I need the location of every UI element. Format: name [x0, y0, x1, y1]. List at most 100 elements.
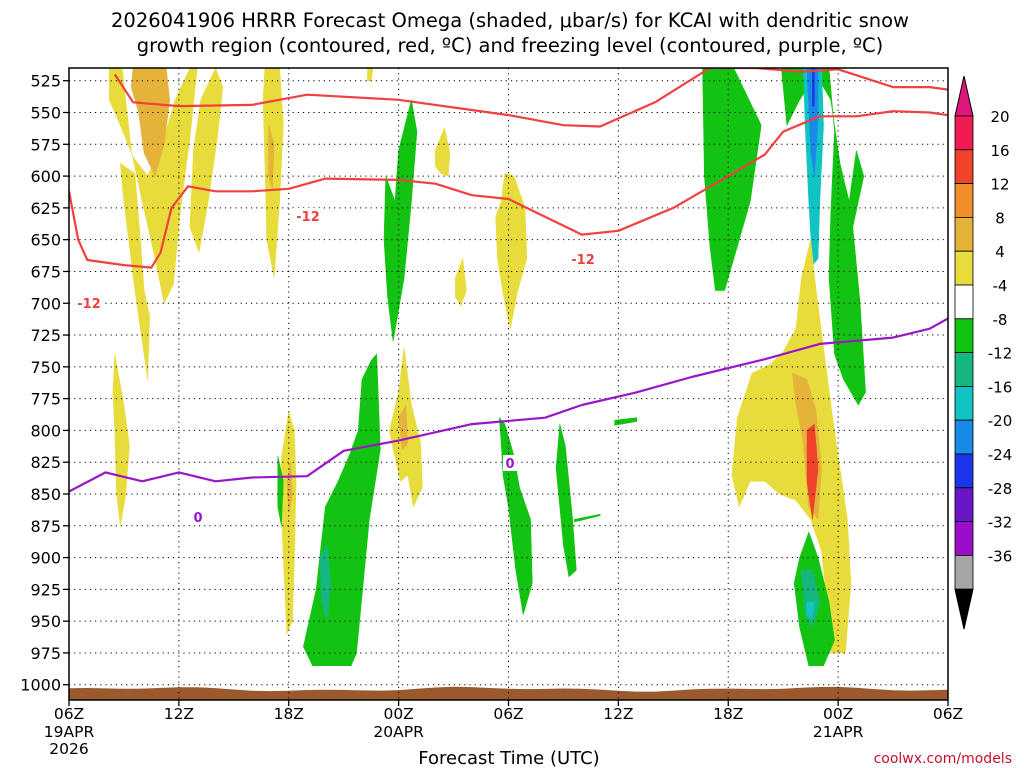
omega-region-22	[614, 417, 638, 426]
freezing-label-1: 0	[191, 509, 205, 526]
y-tick-label-975: 975	[30, 644, 61, 663]
colorbar-label-8: -16	[988, 378, 1013, 396]
omega-region-20	[555, 424, 577, 578]
y-tick-label-625: 625	[30, 199, 61, 218]
freezing-label-text-1: 0	[193, 511, 202, 526]
y-tick-label-550: 550	[30, 104, 61, 123]
x-tick-label-7: 00Z	[823, 705, 853, 723]
y-tick-label-525: 525	[30, 72, 61, 91]
colorbar-swatch-2	[954, 183, 974, 218]
omega-region-26	[806, 68, 819, 177]
dgz-label-1: -12	[74, 295, 104, 312]
omega-region-16	[319, 543, 332, 622]
y-tick-label-875: 875	[30, 517, 61, 536]
colorbar-bottom-arrow	[954, 588, 974, 630]
omega-region-30	[806, 423, 819, 520]
omega-region-7	[434, 126, 451, 177]
colorbar-label-7: -12	[988, 345, 1013, 363]
colorbar-label-11: -28	[988, 480, 1013, 498]
y-tick-label-575: 575	[30, 135, 61, 154]
colorbar-swatch-5	[954, 284, 974, 320]
omega-region-9	[495, 173, 528, 329]
x-tick-label-4: 06Z	[493, 705, 523, 723]
chart-title-line-2: growth region (contoured, red, ºC) and f…	[137, 34, 884, 57]
colorbar-swatch-10	[954, 453, 974, 489]
colorbar-label-10: -24	[988, 446, 1013, 464]
omega-region-27	[812, 68, 815, 107]
y-tick-label-600: 600	[30, 167, 61, 186]
x-tick-date-7: 21APR	[813, 723, 864, 741]
y-tick-label-675: 675	[30, 262, 61, 281]
x-tick-label-8: 06Z	[933, 705, 963, 723]
dgz-label-3: -12	[568, 251, 598, 268]
omega-region-2	[119, 162, 150, 380]
omega-region-10	[383, 99, 418, 342]
colorbar-label-0: 20	[990, 108, 1009, 126]
omega-region-3	[189, 68, 224, 254]
omega-region-8	[455, 258, 467, 307]
colorbar-swatch-9	[954, 419, 974, 455]
colorbar-label-6: -8	[993, 311, 1008, 329]
y-tick-label-900: 900	[30, 549, 61, 568]
colorbar-swatch-8	[954, 385, 974, 421]
dgz-bottom-contour	[69, 110, 948, 269]
x-tick-label-0: 06Z	[54, 705, 84, 723]
x-tick-label-6: 18Z	[713, 705, 743, 723]
omega-region-21	[574, 513, 601, 523]
x-tick-label-5: 12Z	[603, 705, 633, 723]
y-tick-label-775: 775	[30, 390, 61, 409]
colorbar-label-1: 16	[990, 142, 1009, 160]
colorbar-top-arrow	[954, 75, 974, 117]
freezing-label-2: 0	[503, 455, 517, 472]
terrain-layer	[69, 686, 948, 700]
y-tick-label-925: 925	[30, 580, 61, 599]
x-tick-label-1: 12Z	[164, 705, 194, 723]
omega-region-5	[268, 125, 275, 189]
chart-title-line-1: 2026041906 HRRR Forecast Omega (shaded, …	[111, 9, 909, 32]
x-tick-date-0: 19APR	[44, 723, 95, 741]
x-tick-date-3: 20APR	[373, 723, 424, 741]
freezing-label-text-2: 0	[505, 457, 514, 472]
colorbar-label-3: 8	[995, 209, 1005, 227]
colorbar-swatch-11	[954, 487, 974, 522]
colorbar-swatch-7	[954, 352, 974, 387]
dgz-label-2: -12	[293, 208, 323, 225]
omega-region-12	[281, 411, 297, 635]
credit-text: coolwx.com/models	[874, 751, 1012, 767]
colorbar-label-12: -32	[988, 514, 1013, 532]
contour-label-layer: -12 -12 -12 0 0	[74, 208, 598, 526]
omega-region-1	[130, 68, 171, 177]
y-tick-label-825: 825	[30, 453, 61, 472]
omega-region-11	[112, 354, 130, 526]
colorbar-swatch-6	[954, 318, 974, 353]
y-tick-label-650: 650	[30, 231, 61, 250]
y-tick-label-950: 950	[30, 612, 61, 631]
dgz-top-contour	[113, 68, 948, 128]
omega-region-32	[801, 569, 821, 629]
y-axis: 525 550 575 600 625 650 675 700 725 750 775 800 825 8…	[20, 72, 69, 695]
grid-layer	[69, 68, 948, 700]
colorbar-swatch-3	[954, 216, 974, 252]
y-tick-label-750: 750	[30, 358, 61, 377]
dgz-label-text-1: -12	[77, 297, 101, 312]
omega-region-33	[806, 601, 815, 620]
contour-layer	[69, 68, 948, 493]
omega-region-14	[277, 455, 284, 526]
y-tick-label-1000: 1000	[20, 676, 61, 695]
plot-area: -12 -12 -12 0 0 525 550 575 600 625 650 675 700…	[20, 67, 963, 758]
x-tick-label-3: 00Z	[383, 705, 413, 723]
colorbar-swatch-1	[954, 149, 974, 185]
dgz-label-text-3: -12	[571, 253, 595, 268]
colorbar-label-4: 4	[995, 243, 1005, 261]
colorbar: 20 16 12 8 4 -4 -8 -12 -16 -20 -24 -28 -32 -36	[954, 75, 1013, 630]
colorbar-swatch-4	[954, 250, 974, 286]
x-tick-label-2: 18Z	[274, 705, 304, 723]
colorbar-swatch-12	[954, 521, 974, 556]
x-tick-year-0: 2026	[49, 740, 88, 758]
colorbar-label-2: 12	[990, 176, 1009, 194]
omega-region-0	[109, 68, 198, 305]
y-tick-label-800: 800	[30, 421, 61, 440]
dgz-label-text-2: -12	[296, 210, 320, 225]
